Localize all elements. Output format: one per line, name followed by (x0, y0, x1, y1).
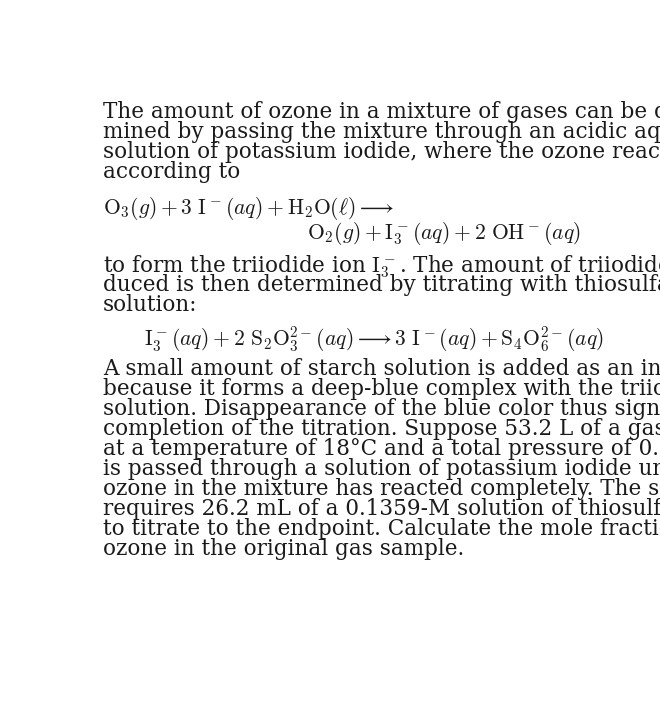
Text: to titrate to the endpoint. Calculate the mole fraction of: to titrate to the endpoint. Calculate th… (103, 518, 660, 540)
Text: duced is then determined by titrating with thiosulfate: duced is then determined by titrating wi… (103, 273, 660, 296)
Text: A small amount of starch solution is added as an indicator: A small amount of starch solution is add… (103, 358, 660, 381)
Text: solution:: solution: (103, 293, 197, 316)
Text: $\mathrm{I_3^-(\mathit{aq}) + 2\ S_2O_3^{2-}(\mathit{aq}) \longrightarrow 3\ I^-: $\mathrm{I_3^-(\mathit{aq}) + 2\ S_2O_3^… (145, 324, 605, 354)
Text: completion of the titration. Suppose 53.2 L of a gas mixture: completion of the titration. Suppose 53.… (103, 418, 660, 441)
Text: solution. Disappearance of the blue color thus signals the: solution. Disappearance of the blue colo… (103, 398, 660, 421)
Text: according to: according to (103, 161, 240, 183)
Text: at a temperature of 18°C and a total pressure of 0.993 atm: at a temperature of 18°C and a total pre… (103, 438, 660, 461)
Text: The amount of ozone in a mixture of gases can be deter-: The amount of ozone in a mixture of gase… (103, 101, 660, 123)
Text: ozone in the mixture has reacted completely. The solution: ozone in the mixture has reacted complet… (103, 478, 660, 501)
Text: ozone in the original gas sample.: ozone in the original gas sample. (103, 538, 464, 560)
Text: is passed through a solution of potassium iodide until the: is passed through a solution of potassiu… (103, 458, 660, 481)
Text: requires 26.2 mL of a 0.1359-M solution of thiosulfate ion: requires 26.2 mL of a 0.1359-M solution … (103, 498, 660, 521)
Text: to form the triiodide ion $\mathrm{I_3^-}$. The amount of triiodide pro-: to form the triiodide ion $\mathrm{I_3^-… (103, 253, 660, 280)
Text: because it forms a deep-blue complex with the triiodide: because it forms a deep-blue complex wit… (103, 378, 660, 401)
Text: solution of potassium iodide, where the ozone reacts: solution of potassium iodide, where the … (103, 141, 660, 163)
Text: $\mathrm{O_2(\mathit{g}) + I_3^-(\mathit{aq}) + 2\ OH^-(\mathit{aq})}$: $\mathrm{O_2(\mathit{g}) + I_3^-(\mathit… (308, 220, 581, 246)
Text: mined by passing the mixture through an acidic aqueous: mined by passing the mixture through an … (103, 121, 660, 143)
Text: $\mathrm{O_3(\mathit{g}) + 3\ I^-(\mathit{aq}) + H_2O(\ell) \longrightarrow}$: $\mathrm{O_3(\mathit{g}) + 3\ I^-(\mathi… (103, 195, 393, 222)
